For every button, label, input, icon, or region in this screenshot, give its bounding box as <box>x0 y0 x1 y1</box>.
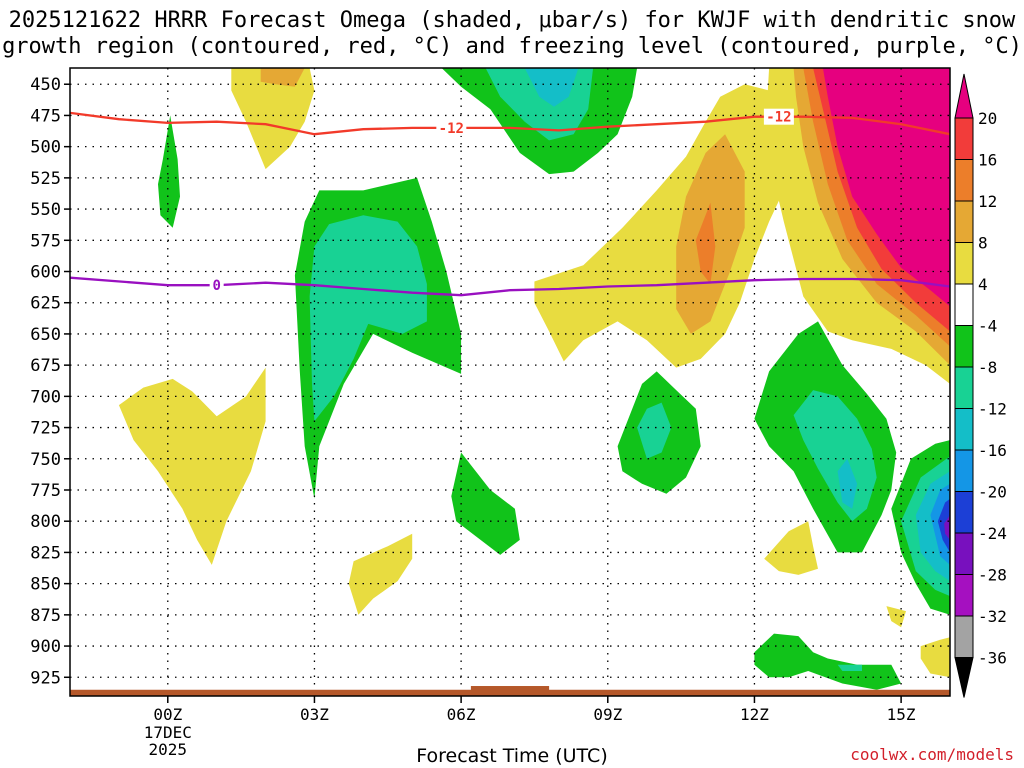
y-tick-label-875: 875 <box>30 606 61 626</box>
colorbar-label-0: 20 <box>978 109 997 128</box>
contour-layer: 0 -12 -12 <box>70 108 950 297</box>
chart-title-line-1: 2025121622 HRRR Forecast Omega (shaded, … <box>8 8 1016 33</box>
colorbar-label-7: -12 <box>978 400 1007 419</box>
colorbar-bin-0 <box>954 117 974 160</box>
y-tick-label-525: 525 <box>30 169 61 189</box>
colorbar-bottom-arrow <box>954 657 974 698</box>
colorbar-label-2: 12 <box>978 192 997 211</box>
colorbar-label-6: -8 <box>978 358 997 377</box>
y-tick-label-500: 500 <box>30 138 61 158</box>
colorbar-bin-2 <box>954 200 974 243</box>
omega-region-33 <box>937 498 950 553</box>
colorbar-bin-1 <box>954 159 974 202</box>
colorbar-label-5: -4 <box>978 317 997 336</box>
colorbar-bin-12 <box>954 615 974 658</box>
axes-layer: 450 475 500 525 550 575 600 625 650 675 700 725 750 7… <box>30 67 951 759</box>
y-tick-label-775: 775 <box>30 481 61 501</box>
x-axis-title: Forecast Time (UTC) <box>416 745 608 767</box>
x-tick-sublabel-1: 2025 <box>149 740 188 759</box>
y-tick-label-725: 725 <box>30 419 61 439</box>
colorbar-label-13: -36 <box>978 649 1007 668</box>
omega-shading-layer <box>118 68 950 690</box>
x-tick-label-00Z: 00Z <box>153 705 182 724</box>
y-tick-label-925: 925 <box>30 668 61 688</box>
dendritic-contour-line <box>70 111 950 136</box>
omega-region-30 <box>837 458 858 509</box>
colorbar-label-4: 4 <box>978 275 988 294</box>
y-tick-label-650: 650 <box>30 325 61 345</box>
x-tick-label-12Z: 12Z <box>740 705 769 724</box>
omega-region-21 <box>754 633 902 690</box>
y-tick-label-800: 800 <box>30 512 61 532</box>
y-tick-label-675: 675 <box>30 356 61 376</box>
omega-region-25 <box>637 402 672 459</box>
colorbar-bin-8 <box>954 449 974 492</box>
omega-region-27 <box>837 664 862 671</box>
y-tick-label-575: 575 <box>30 231 61 251</box>
y-tick-label-625: 625 <box>30 294 61 314</box>
colorbar-label-1: 16 <box>978 151 997 170</box>
omega-region-4 <box>764 521 818 575</box>
omega-region-2 <box>348 533 413 615</box>
colorbar-label-12: -32 <box>978 607 1007 626</box>
colorbar-bin-6 <box>954 366 974 409</box>
y-tick-label-550: 550 <box>30 200 61 220</box>
colorbar-bin-10 <box>954 532 974 575</box>
colorbar-bin-5 <box>954 325 974 368</box>
y-tick-label-700: 700 <box>30 387 61 407</box>
colorbar-label-9: -20 <box>978 483 1007 502</box>
y-tick-label-750: 750 <box>30 450 61 470</box>
omega-region-8 <box>260 68 305 87</box>
colorbar-bin-9 <box>954 491 974 534</box>
dendritic-contour-label-0-bg <box>436 119 467 136</box>
y-tick-label-475: 475 <box>30 106 61 126</box>
omega-region-29 <box>524 68 579 107</box>
ground-surface <box>70 689 950 696</box>
plot-frame <box>69 67 951 697</box>
omega-region-5 <box>920 637 950 678</box>
freezing-level-line <box>70 276 950 297</box>
dendritic-contour-label-1: -12 <box>766 110 791 126</box>
colorbar-bin-7 <box>954 408 974 451</box>
dendritic-contour-label-0: -12 <box>439 121 464 137</box>
colorbar: 20 16 12 8 4 -4 -8 -12 -16 -20 -24 -28 -32 -36 <box>954 73 1007 698</box>
omega-region-15 <box>158 115 180 228</box>
colorbar-bin-3 <box>954 242 974 285</box>
x-tick-label-09Z: 09Z <box>593 705 622 724</box>
omega-region-1 <box>118 367 266 565</box>
colorbar-label-8: -16 <box>978 441 1007 460</box>
site-credit: coolwx.com/models <box>850 745 1014 764</box>
y-tick-label-825: 825 <box>30 543 61 563</box>
colorbar-bin-11 <box>954 574 974 617</box>
omega-region-0 <box>231 68 315 170</box>
chart-title-line-2: growth region (contoured, red, °C) and f… <box>2 34 1022 59</box>
x-tick-label-03Z: 03Z <box>300 705 329 724</box>
omega-region-24 <box>309 215 427 422</box>
omega-region-18 <box>451 452 520 555</box>
omega-region-6 <box>886 606 906 628</box>
x-tick-label-15Z: 15Z <box>887 705 916 724</box>
colorbar-bin-4 <box>954 283 974 326</box>
colorbar-label-10: -24 <box>978 524 1007 543</box>
x-tick-label-06Z: 06Z <box>447 705 476 724</box>
freezing-level-label: 0 <box>212 278 220 294</box>
omega-region-11 <box>695 202 716 284</box>
y-tick-label-850: 850 <box>30 575 61 595</box>
y-tick-label-450: 450 <box>30 75 61 95</box>
dendritic-contour-label-1-bg <box>763 108 794 125</box>
ground-layer <box>70 686 950 696</box>
colorbar-top-arrow <box>954 73 974 119</box>
x-tick-sublabel-0: 17DEC <box>144 723 192 742</box>
ground-bump <box>470 686 550 691</box>
y-tick-label-900: 900 <box>30 637 61 657</box>
freezing-level-label-bg <box>209 277 224 294</box>
colorbar-label-3: 8 <box>978 234 988 253</box>
colorbar-label-11: -28 <box>978 566 1007 585</box>
y-tick-label-600: 600 <box>30 263 61 283</box>
